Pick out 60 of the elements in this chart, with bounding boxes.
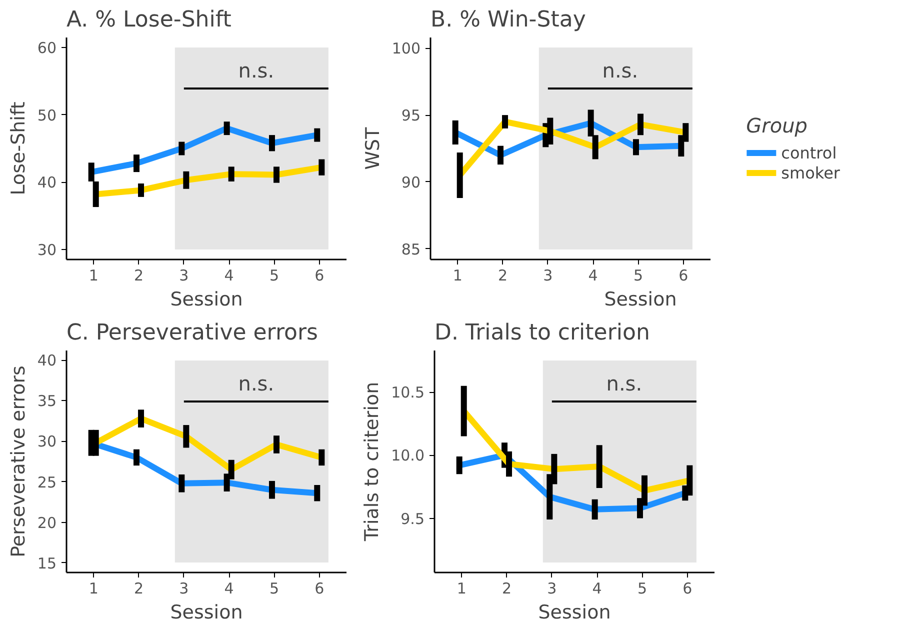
annotation: n.s. xyxy=(606,372,642,396)
y-tick-label: 40 xyxy=(37,174,57,192)
x-axis-title: Session xyxy=(604,288,677,310)
y-tick-label: 10.5 xyxy=(391,384,425,402)
x-tick-label: 1 xyxy=(88,580,98,598)
y-tick-label: 10.0 xyxy=(391,446,425,465)
y-tick-label: 25 xyxy=(37,473,57,492)
chart-title: C. Perseverative errors xyxy=(66,320,318,346)
x-tick-label: 2 xyxy=(134,266,144,284)
x-tick-label: 1 xyxy=(452,266,462,284)
x-axis-title: Session xyxy=(538,602,611,624)
x-tick-label: 4 xyxy=(592,580,602,598)
y-tick-label: 35 xyxy=(37,392,57,410)
x-tick-label: 1 xyxy=(456,580,466,598)
y-tick-label: 95 xyxy=(401,106,421,125)
y-tick-label: 40 xyxy=(37,352,57,370)
y-axis-title: Perseverative errors xyxy=(7,366,30,558)
y-tick-label: 30 xyxy=(37,432,57,451)
x-axis-title: Session xyxy=(170,288,243,310)
y-tick-label: 100 xyxy=(392,40,421,58)
x-tick-label: 5 xyxy=(633,266,644,284)
x-tick-label: 4 xyxy=(224,580,234,598)
x-tick-label: 3 xyxy=(547,580,557,598)
x-tick-label: 6 xyxy=(678,266,688,284)
chart-title: D. Trials to criterion xyxy=(434,320,650,346)
y-tick-label: 9.5 xyxy=(400,510,425,528)
x-axis-title: Session xyxy=(170,602,243,624)
y-tick-label: 90 xyxy=(401,173,421,192)
y-axis-title: Lose-Shift xyxy=(7,102,30,196)
x-tick-label: 4 xyxy=(588,266,598,284)
legend-label: smoker xyxy=(781,163,840,182)
legend-label: control xyxy=(781,143,837,162)
y-tick-label: 50 xyxy=(37,106,57,124)
y-tick-label: 15 xyxy=(37,554,57,572)
y-tick-label: 20 xyxy=(37,514,57,532)
y-tick-label: 30 xyxy=(37,240,57,259)
x-tick-label: 5 xyxy=(269,266,280,284)
chart-title: A. % Lose-Shift xyxy=(66,8,232,32)
x-tick-label: 3 xyxy=(179,266,189,284)
annotation: n.s. xyxy=(238,372,274,396)
x-tick-label: 6 xyxy=(314,266,324,284)
chart-title: B. % Win-Stay xyxy=(430,8,586,32)
y-tick-label: 85 xyxy=(401,240,421,258)
x-tick-label: 5 xyxy=(637,580,648,598)
x-tick-label: 2 xyxy=(134,580,144,598)
legend-title: Group xyxy=(746,114,808,138)
y-axis-title: Trials to criterion xyxy=(361,382,384,542)
annotation: n.s. xyxy=(602,58,638,83)
x-tick-label: 6 xyxy=(682,580,692,598)
x-tick-label: 6 xyxy=(314,580,324,598)
x-tick-label: 3 xyxy=(543,266,553,284)
x-tick-label: 2 xyxy=(502,580,512,598)
annotation: n.s. xyxy=(238,58,274,83)
x-tick-label: 3 xyxy=(179,580,189,598)
x-tick-label: 4 xyxy=(224,266,234,284)
x-tick-label: 1 xyxy=(88,266,98,284)
y-tick-label: 60 xyxy=(37,39,57,58)
x-tick-label: 5 xyxy=(269,580,280,598)
y-axis-title: WST xyxy=(362,126,384,170)
x-tick-label: 2 xyxy=(498,266,508,284)
